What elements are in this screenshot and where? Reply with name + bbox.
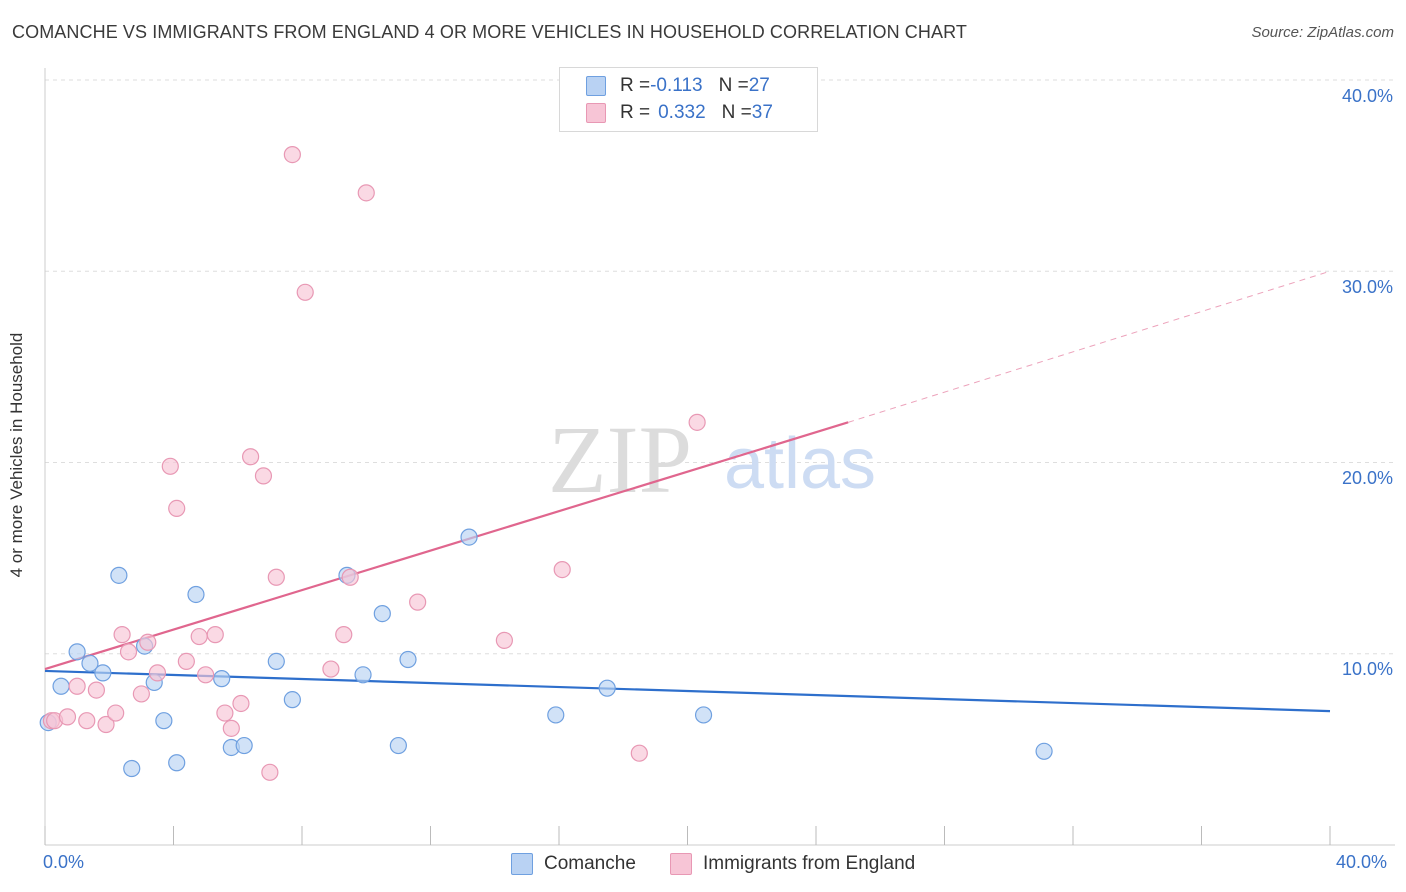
data-point-england (222, 719, 240, 737)
data-point-comanche (267, 652, 285, 671)
data-point-england (58, 708, 77, 726)
trend-line-extension-england (847, 270, 1331, 423)
data-point-england (357, 184, 375, 202)
chart-title: COMANCHE VS IMMIGRANTS FROM ENGLAND 4 OR… (12, 22, 967, 42)
comanche-swatch (586, 76, 606, 96)
y-tick-label-30: 30.0% (1341, 277, 1393, 297)
legend-swatch-england (670, 853, 692, 875)
data-point-comanche (110, 566, 128, 584)
n-label: N = (718, 75, 749, 96)
data-point-comanche (373, 604, 391, 623)
grid-lines (45, 79, 1395, 655)
legend-label-england: Immigrants from England (703, 853, 916, 874)
r-value: 0.332 (658, 102, 706, 123)
data-point-comanche (389, 736, 407, 755)
data-point-england (206, 626, 224, 644)
data-point-comanche (81, 654, 99, 672)
trend-lines (44, 270, 1331, 713)
data-point-england (261, 763, 279, 781)
data-point-england (267, 568, 285, 586)
data-point-comanche (187, 585, 205, 604)
data-point-england (216, 704, 234, 722)
data-point-england (630, 744, 648, 762)
x-tick-label-min: 0.0% (43, 852, 85, 872)
stats-legend: R = -0.113 N = 27 R = 0.332 N = 37 (559, 67, 818, 132)
data-point-england (197, 666, 215, 684)
england-swatch (586, 103, 606, 123)
data-point-comanche (155, 712, 173, 730)
data-point-comanche (213, 670, 231, 688)
data-point-england (242, 448, 260, 466)
data-point-england (296, 283, 314, 301)
data-point-england (68, 677, 86, 695)
stats-legend-row-comanche: R = -0.113 N = 27 (586, 73, 770, 99)
data-point-comanche (598, 679, 616, 697)
data-point-comanche (694, 706, 713, 724)
trend-line-england (44, 421, 849, 671)
data-point-comanche (547, 706, 565, 724)
n-value: 37 (751, 102, 773, 123)
stats-legend-row-england: R = 0.332 N = 37 (586, 100, 773, 126)
r-value: -0.113 (650, 75, 703, 96)
data-point-england (553, 560, 571, 579)
data-point-comanche (168, 754, 186, 772)
watermark-zip: ZIP (548, 406, 692, 513)
legend-swatch-comanche (511, 853, 533, 875)
data-point-england (161, 457, 179, 475)
y-tick-label-10: 10.0% (1341, 659, 1393, 679)
data-point-england (232, 694, 250, 713)
legend-item-comanche[interactable]: Comanche (511, 852, 636, 876)
n-value: 27 (748, 75, 770, 96)
trend-line-comanche (44, 669, 1331, 713)
data-point-england (322, 660, 340, 678)
data-point-england (107, 704, 125, 722)
data-point-england (87, 681, 106, 699)
data-point-england (113, 626, 131, 644)
chart-source: Source: ZipAtlas.com (1251, 24, 1394, 41)
data-point-comanche (68, 643, 86, 661)
data-point-england (341, 568, 359, 586)
data-point-comanche (52, 677, 70, 695)
r-label: R = (620, 102, 651, 123)
x-tick-label-max: 40.0% (1336, 852, 1388, 872)
data-point-comanche (1035, 742, 1053, 760)
data-point-england (97, 715, 115, 734)
data-point-england (254, 467, 273, 485)
data-point-england (335, 626, 353, 644)
data-point-england (409, 593, 427, 611)
data-point-england (132, 685, 150, 703)
y-axis-label: 4 or more Vehicles in Household (7, 332, 26, 578)
data-point-comanche (354, 666, 372, 684)
legend-item-england[interactable]: Immigrants from England (670, 852, 915, 876)
y-tick-label-20: 20.0% (1341, 468, 1393, 488)
data-point-comanche (235, 736, 253, 755)
data-point-comanche (123, 759, 141, 778)
data-point-comanche (460, 528, 478, 546)
data-point-england (190, 627, 208, 646)
r-label: R = (620, 75, 651, 96)
data-point-england (148, 664, 167, 682)
legend-label-comanche: Comanche (544, 853, 636, 874)
data-point-comanche (399, 650, 417, 669)
data-point-england (283, 145, 301, 164)
data-point-england (139, 633, 157, 651)
data-point-comanche (283, 691, 301, 709)
y-tick-label-40: 40.0% (1341, 86, 1393, 106)
data-points (39, 145, 1053, 781)
data-point-comanche (94, 664, 112, 682)
data-point-england (168, 499, 186, 517)
data-point-england (119, 643, 138, 661)
n-label: N = (721, 102, 752, 123)
data-point-england (688, 413, 706, 431)
data-point-england (177, 652, 195, 671)
data-point-england (495, 631, 513, 649)
data-point-england (78, 712, 96, 730)
